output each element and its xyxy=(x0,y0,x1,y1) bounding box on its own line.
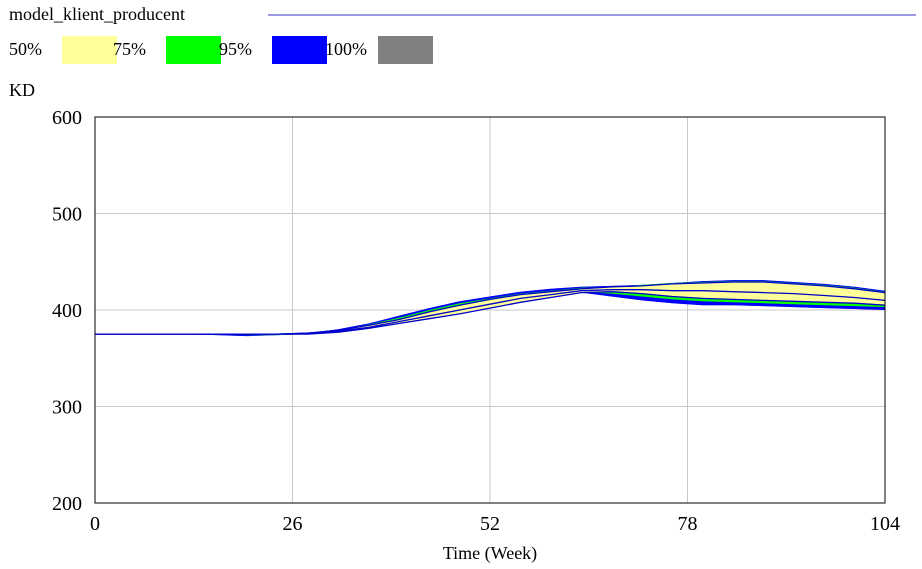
y-tick-labels: 200 300 400 500 600 xyxy=(52,107,82,515)
x-tick-label-52: 52 xyxy=(480,513,500,535)
x-tick-label-26: 26 xyxy=(283,513,303,535)
x-tick-labels: 0 26 52 78 104 xyxy=(90,513,900,535)
y-axis-label: KD xyxy=(9,80,35,100)
legend-label-50pct: 50% xyxy=(9,39,42,59)
y-tick-label-500: 500 xyxy=(52,204,82,226)
y-tick-label-300: 300 xyxy=(52,397,82,419)
series-lines xyxy=(95,281,886,335)
x-tick-label-104: 104 xyxy=(870,513,900,535)
series-line-2 xyxy=(95,289,886,335)
legend-swatch-75pct xyxy=(166,36,221,64)
legend-swatch-100pct xyxy=(378,36,433,64)
legend-label-100pct: 100% xyxy=(325,39,367,59)
x-tick-label-0: 0 xyxy=(90,513,100,535)
x-axis-label: Time (Week) xyxy=(443,543,537,564)
legend-label-95pct: 95% xyxy=(219,39,252,59)
legend-swatch-50pct xyxy=(62,36,117,64)
plot-frame xyxy=(94,116,886,504)
legend-label-75pct: 75% xyxy=(113,39,146,59)
chart-title: model_klient_producent xyxy=(9,4,185,24)
y-tick-label-600: 600 xyxy=(52,107,82,129)
legend: 50% 75% 95% 100% xyxy=(9,36,433,64)
y-tick-label-400: 400 xyxy=(52,300,82,322)
legend-swatch-95pct xyxy=(272,36,327,64)
grid xyxy=(95,117,885,503)
y-tick-label-200: 200 xyxy=(52,493,82,515)
x-tick-label-78: 78 xyxy=(678,513,698,535)
